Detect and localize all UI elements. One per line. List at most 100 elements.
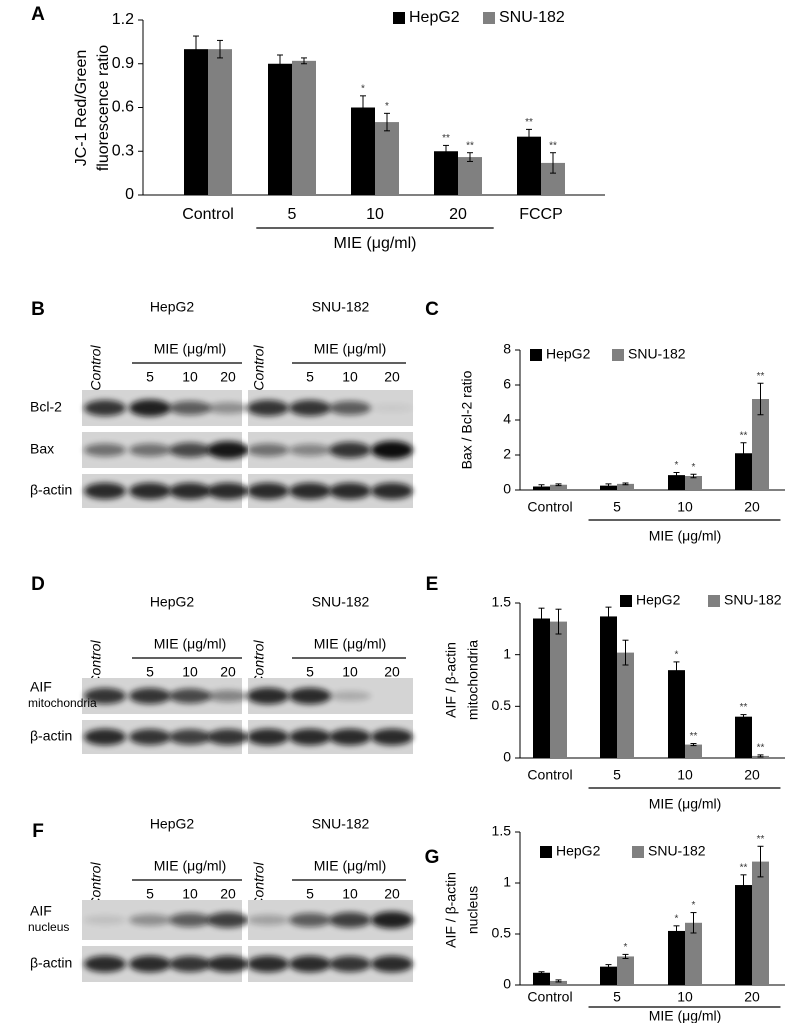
bar bbox=[685, 476, 702, 490]
blot-band bbox=[247, 400, 289, 416]
error-bar bbox=[217, 39, 223, 59]
bar bbox=[617, 652, 634, 758]
blot-band bbox=[207, 482, 249, 500]
significance-label: ** bbox=[690, 731, 698, 742]
row-label: Bcl-2 bbox=[30, 399, 62, 415]
significance-label: ** bbox=[740, 702, 748, 713]
group-label: MIE (μg/ml) bbox=[649, 796, 722, 812]
y-tick-label: 8 bbox=[503, 341, 511, 357]
blot-band bbox=[129, 399, 171, 417]
bar bbox=[268, 63, 292, 195]
error-bar bbox=[605, 964, 612, 970]
error-bar bbox=[526, 128, 532, 145]
control-label: Control bbox=[88, 862, 104, 908]
blot-band bbox=[129, 443, 171, 457]
blot-band bbox=[129, 914, 171, 926]
blot-band bbox=[329, 912, 371, 928]
panel-label: E bbox=[426, 574, 439, 595]
blot-band bbox=[329, 956, 371, 972]
blot-band bbox=[329, 728, 371, 746]
significance-label: * bbox=[692, 462, 696, 473]
blot-band bbox=[129, 482, 171, 500]
error-bar bbox=[605, 606, 612, 627]
bar bbox=[184, 49, 208, 195]
x-tick-label: 20 bbox=[744, 989, 760, 1005]
error-bar bbox=[193, 35, 199, 63]
error-bar bbox=[384, 112, 390, 132]
y-axis-label: fluorescence ratio bbox=[95, 45, 112, 171]
x-tick-label: Control bbox=[527, 499, 572, 515]
bar bbox=[617, 483, 634, 490]
dose-label: 10 bbox=[342, 886, 358, 902]
blot-band bbox=[289, 400, 331, 416]
significance-label: ** bbox=[466, 140, 474, 151]
x-tick-label: 20 bbox=[744, 767, 760, 783]
legend-label: HepG2 bbox=[409, 9, 460, 26]
y-axis-label: mitochondria bbox=[465, 640, 481, 720]
treatment-label: MIE (μg/ml) bbox=[314, 858, 387, 874]
dose-label: 10 bbox=[182, 369, 198, 385]
y-tick-label: 1.2 bbox=[112, 11, 134, 28]
x-tick-label: 5 bbox=[613, 499, 621, 515]
y-tick-label: 0.6 bbox=[112, 99, 134, 116]
control-label: Control bbox=[88, 640, 104, 686]
x-tick-label: 10 bbox=[677, 767, 693, 783]
legend-swatch bbox=[632, 846, 644, 858]
bar bbox=[685, 744, 702, 758]
error-bar bbox=[555, 979, 562, 983]
treatment-label: MIE (μg/ml) bbox=[154, 858, 227, 874]
control-label: Control bbox=[251, 862, 267, 908]
legend-label: HepG2 bbox=[556, 843, 601, 859]
blot-band bbox=[169, 688, 211, 704]
y-tick-label: 1 bbox=[503, 645, 511, 661]
dose-label: 5 bbox=[306, 369, 314, 385]
legend-label: SNU-182 bbox=[724, 592, 782, 608]
treatment-label: MIE (μg/ml) bbox=[314, 636, 387, 652]
blot-band bbox=[169, 401, 211, 415]
dose-label: 5 bbox=[146, 664, 154, 680]
error-bar bbox=[740, 874, 747, 896]
x-tick-label: 20 bbox=[449, 206, 467, 223]
y-tick-label: 4 bbox=[503, 411, 511, 427]
bar bbox=[668, 930, 685, 985]
significance-label: * bbox=[675, 460, 679, 471]
x-tick-label: 5 bbox=[613, 989, 621, 1005]
error-bar bbox=[467, 152, 473, 162]
bar bbox=[375, 122, 399, 195]
legend-label: SNU-182 bbox=[648, 843, 706, 859]
group-name: SNU-182 bbox=[312, 594, 370, 610]
blot-band bbox=[371, 441, 413, 459]
blot-band bbox=[84, 915, 126, 925]
control-label: Control bbox=[251, 640, 267, 686]
y-axis-label: JC-1 Red/Green bbox=[73, 50, 90, 167]
dose-label: 10 bbox=[182, 886, 198, 902]
blot-band bbox=[289, 955, 331, 973]
legend-swatch bbox=[540, 846, 552, 858]
row-label: AIF bbox=[30, 679, 52, 695]
blot-band bbox=[207, 955, 249, 973]
group-label: MIE (μg/ml) bbox=[649, 528, 722, 544]
bar bbox=[735, 885, 752, 985]
row-sublabel: nucleus bbox=[28, 920, 69, 934]
blot-band bbox=[371, 955, 413, 973]
bar bbox=[533, 972, 550, 985]
dose-label: 20 bbox=[220, 664, 236, 680]
bar bbox=[550, 621, 567, 758]
treatment-label: MIE (μg/ml) bbox=[154, 636, 227, 652]
error-bar bbox=[622, 953, 629, 959]
y-tick-label: 2 bbox=[503, 446, 511, 462]
error-bar bbox=[538, 484, 545, 489]
blot-band bbox=[289, 687, 331, 705]
legend-swatch bbox=[483, 12, 495, 24]
error-bar bbox=[443, 144, 449, 158]
bar bbox=[292, 60, 316, 196]
blot-band bbox=[329, 482, 371, 500]
blot-band bbox=[207, 690, 249, 702]
legend-label: HepG2 bbox=[636, 592, 681, 608]
significance-label: ** bbox=[442, 133, 450, 144]
significance-label: ** bbox=[549, 140, 557, 151]
row-sublabel: mitochondria bbox=[28, 696, 97, 710]
treatment-label: MIE (μg/ml) bbox=[314, 341, 387, 357]
bar bbox=[685, 922, 702, 985]
